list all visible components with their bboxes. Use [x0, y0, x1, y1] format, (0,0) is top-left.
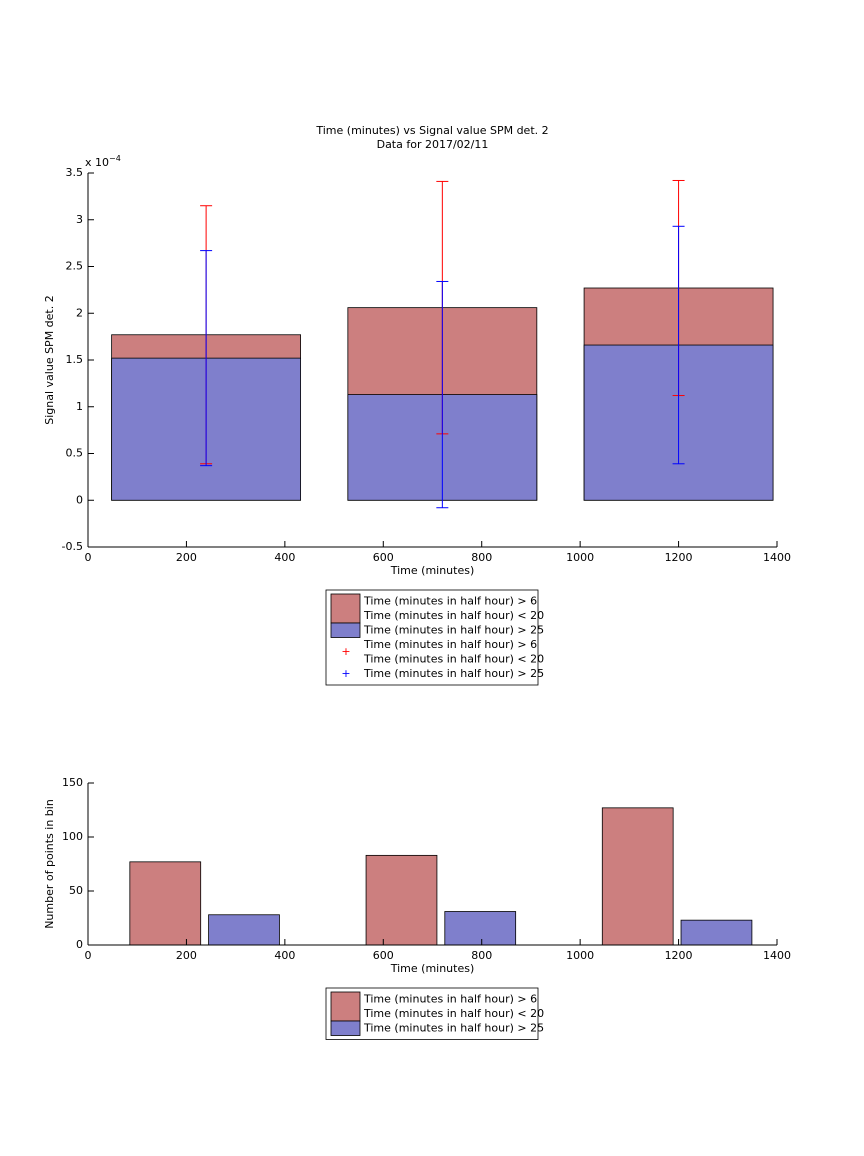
legend-label: Time (minutes in half hour) > 25	[363, 1021, 544, 1034]
bar	[365, 854, 438, 946]
y-multiplier-base: x 10	[85, 156, 109, 169]
y-tick-label: 1	[76, 400, 83, 413]
bar	[601, 807, 674, 946]
legend-swatch	[330, 991, 361, 1022]
x-tick-label: 1400	[763, 949, 791, 962]
x-tick-label: 400	[274, 949, 295, 962]
legend-label: Time (minutes in half hour) > 25	[363, 623, 544, 636]
y-axis-label: Signal value SPM det. 2	[43, 295, 56, 425]
x-axis-label: Time (minutes)	[390, 962, 475, 975]
x-tick-label: 600	[373, 551, 394, 564]
legend-swatch	[330, 1020, 361, 1036]
y-tick-label: 0	[76, 493, 83, 506]
legend-label: Time (minutes in half hour) > 6	[363, 992, 537, 1005]
x-tick-label: 0	[85, 551, 92, 564]
y-tick-label: 150	[62, 776, 83, 789]
x-tick-label: 400	[274, 551, 295, 564]
x-tick-label: 200	[176, 949, 197, 962]
y-tick-label: 3.5	[66, 166, 84, 179]
x-tick-label: 0	[85, 949, 92, 962]
y-tick-label: 0.5	[66, 447, 84, 460]
x-tick-label: 200	[176, 551, 197, 564]
legend-label: Time (minutes in half hour) < 20	[363, 1007, 544, 1020]
x-tick-label: 1000	[566, 949, 594, 962]
bar	[208, 914, 280, 946]
x-tick-label: 1000	[566, 551, 594, 564]
y-tick-label: -0.5	[62, 540, 83, 553]
y-tick-label: 2.5	[66, 260, 84, 273]
legend	[325, 589, 539, 686]
chart-title: Data for 2017/02/11	[377, 138, 489, 151]
legend-swatch	[330, 593, 361, 624]
bar	[129, 861, 202, 946]
y-multiplier-exponent: −4	[109, 154, 121, 163]
chart-title: Time (minutes) vs Signal value SPM det. …	[315, 124, 548, 137]
x-tick-label: 800	[471, 551, 492, 564]
y-multiplier: x 10−4	[85, 154, 121, 170]
legend-label: Time (minutes in half hour) < 20	[363, 652, 544, 665]
x-axis-label: Time (minutes)	[390, 564, 475, 577]
legend-label: Time (minutes in half hour) > 6	[363, 594, 537, 607]
y-axis-label: Number of points in bin	[43, 799, 56, 929]
y-tick-label: 100	[62, 830, 83, 843]
legend	[325, 987, 539, 1040]
y-tick-label: 3	[76, 213, 83, 226]
legend-label: Time (minutes in half hour) > 6	[363, 638, 537, 651]
x-tick-label: 800	[471, 949, 492, 962]
x-tick-label: 1400	[763, 551, 791, 564]
legend-marker: +	[341, 667, 350, 680]
x-tick-label: 1200	[665, 949, 693, 962]
legend-swatch	[330, 622, 361, 638]
legend-label: Time (minutes in half hour) < 20	[363, 609, 544, 622]
y-tick-label: 1.5	[66, 353, 84, 366]
y-tick-label: 2	[76, 306, 83, 319]
y-tick-label: 0	[76, 938, 83, 951]
bar	[680, 919, 753, 946]
x-tick-label: 600	[373, 949, 394, 962]
y-tick-label: 50	[69, 884, 83, 897]
legend-label: Time (minutes in half hour) > 25	[363, 667, 544, 680]
bar	[444, 911, 517, 946]
legend-marker: +	[341, 645, 350, 658]
x-tick-label: 1200	[665, 551, 693, 564]
